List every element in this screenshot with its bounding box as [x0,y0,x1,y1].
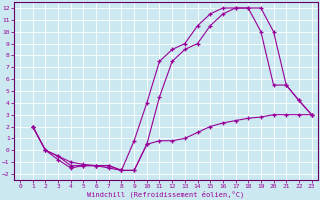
X-axis label: Windchill (Refroidissement éolien,°C): Windchill (Refroidissement éolien,°C) [87,190,244,198]
